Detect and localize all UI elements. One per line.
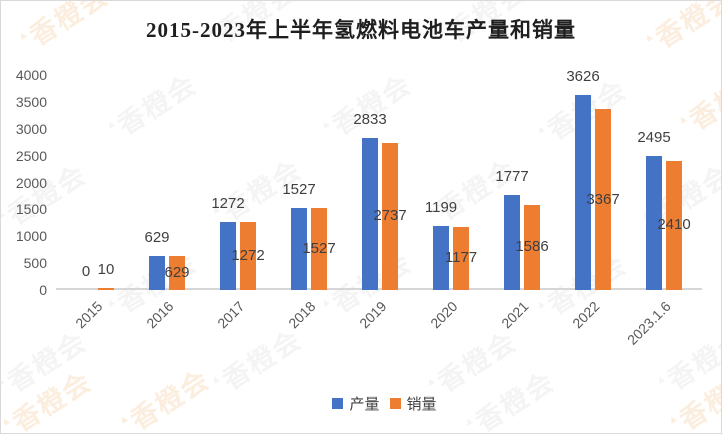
bar-production: [291, 207, 307, 290]
data-label-sales: 3367: [586, 190, 620, 208]
data-label-sales: 10: [97, 260, 115, 278]
bar-production: [149, 256, 165, 290]
legend-item-production: 产量: [332, 393, 380, 414]
y-tick-label: 4000: [15, 67, 47, 83]
chart-title: 2015-2023年上半年氢燃料电池车产量和销量: [146, 18, 576, 42]
bar-sales: [382, 142, 398, 290]
bar-production: [504, 194, 520, 290]
data-label-sales: 1272: [231, 246, 265, 264]
data-label-sales: 1177: [444, 249, 478, 267]
x-tick-label: 2020: [426, 298, 461, 332]
x-tick-label: 2018: [284, 298, 319, 332]
bar-sales: [169, 256, 185, 290]
legend-label: 销量: [406, 396, 437, 413]
data-label-production: 3626: [566, 68, 600, 86]
y-tick-label: 3500: [15, 93, 47, 110]
x-tick-label: 2023.1.6: [623, 298, 674, 348]
x-tick-label: 2016: [142, 298, 177, 332]
y-tick-label: 0: [39, 282, 47, 298]
legend-swatch-icon: [332, 398, 344, 409]
legend-swatch-icon: [389, 398, 401, 409]
x-tick-label: 2021: [497, 298, 532, 332]
bar-production: [575, 95, 591, 290]
bar-production: [220, 221, 236, 290]
bar-production: [646, 155, 662, 290]
data-label-production: 2833: [353, 110, 387, 128]
y-tick-label: 1000: [15, 228, 47, 245]
data-label-production: 1272: [211, 194, 245, 212]
data-label-sales: 2737: [373, 207, 407, 225]
legend-item-sales: 销量: [389, 393, 437, 414]
bar-sales: [240, 221, 256, 290]
bar-sales: [311, 207, 327, 290]
data-label-production: 2495: [637, 128, 671, 146]
y-tick-label: 2500: [15, 147, 47, 164]
y-tick-label: 1500: [15, 201, 47, 218]
data-label-sales: 1586: [515, 238, 549, 256]
data-label-production: 0: [81, 263, 91, 280]
data-label-production: 1777: [495, 167, 529, 185]
x-tick-label: 2022: [568, 298, 603, 332]
data-label-production: 1199: [424, 198, 458, 216]
legend-label: 产量: [349, 396, 380, 413]
bar-sales: [453, 226, 469, 290]
data-label-sales: 1527: [302, 240, 336, 257]
bar-sales: [595, 109, 611, 290]
y-tick-label: 500: [23, 255, 47, 272]
y-tick-label: 2000: [15, 174, 47, 191]
data-label-sales: 2410: [657, 216, 691, 234]
legend: 产量 销量: [56, 393, 713, 414]
bar-sales: [666, 160, 682, 290]
bar-sales: [524, 204, 540, 290]
data-label-sales: 629: [164, 264, 190, 282]
x-tick-label: 2017: [213, 298, 248, 332]
x-axis-line: [56, 288, 702, 290]
x-tick-label: 2019: [355, 298, 390, 332]
bar-sales: [98, 287, 114, 290]
bar-production: [433, 225, 449, 290]
x-tick-label: 2015: [71, 298, 106, 332]
y-tick-label: 3000: [15, 120, 47, 137]
data-label-production: 629: [144, 229, 170, 247]
bar-production: [362, 137, 378, 290]
data-label-production: 1527: [282, 180, 316, 198]
